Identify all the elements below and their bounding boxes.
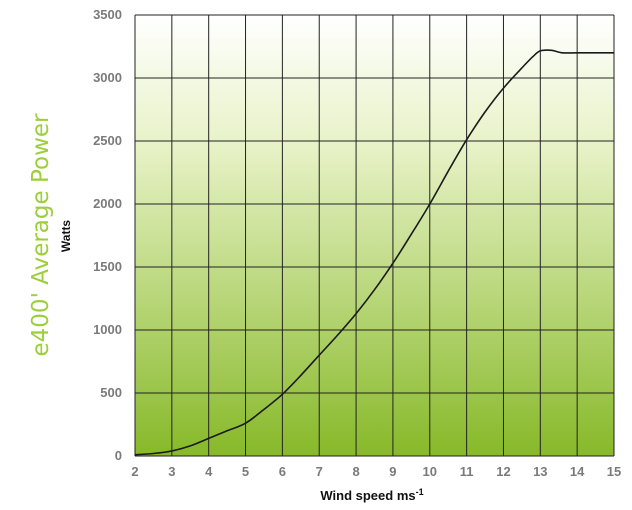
y-tick-label: 0 (115, 448, 122, 463)
y-tick-label: 1000 (93, 322, 122, 337)
plot-background (135, 15, 614, 456)
x-axis-ticks: 2 3 4 5 6 7 8 9 10 11 12 13 14 15 (131, 464, 621, 479)
y-axis-ticks: 0 500 1000 1500 2000 2500 3000 3500 (93, 7, 122, 463)
x-tick-label: 14 (570, 464, 585, 479)
x-tick-label: 10 (423, 464, 437, 479)
y-tick-label: 500 (100, 385, 122, 400)
x-tick-label: 4 (205, 464, 213, 479)
y-tick-label: 3000 (93, 70, 122, 85)
x-tick-label: 13 (533, 464, 547, 479)
x-tick-label: 5 (242, 464, 249, 479)
x-tick-label: 12 (496, 464, 510, 479)
x-axis-label-text: Wind speed ms (320, 488, 415, 503)
y-tick-label: 1500 (93, 259, 122, 274)
y-tick-label: 3500 (93, 7, 122, 22)
x-tick-label: 7 (316, 464, 323, 479)
x-tick-label: 2 (131, 464, 138, 479)
chart-title: e400' Average Power (28, 113, 54, 357)
grid (134, 14, 615, 457)
y-tick-label: 2000 (93, 196, 122, 211)
x-tick-label: 3 (168, 464, 175, 479)
x-tick-label: 8 (352, 464, 359, 479)
x-tick-label: 15 (607, 464, 621, 479)
x-tick-label: 6 (279, 464, 286, 479)
y-axis-label: Watts (59, 220, 73, 253)
x-tick-label: 11 (460, 464, 474, 479)
series-line (134, 49, 614, 456)
y-tick-label: 2500 (93, 133, 122, 148)
x-tick-label: 9 (389, 464, 396, 479)
x-axis-label: Wind speed ms-1 (320, 487, 423, 503)
x-axis-label-superscript: -1 (416, 487, 424, 497)
